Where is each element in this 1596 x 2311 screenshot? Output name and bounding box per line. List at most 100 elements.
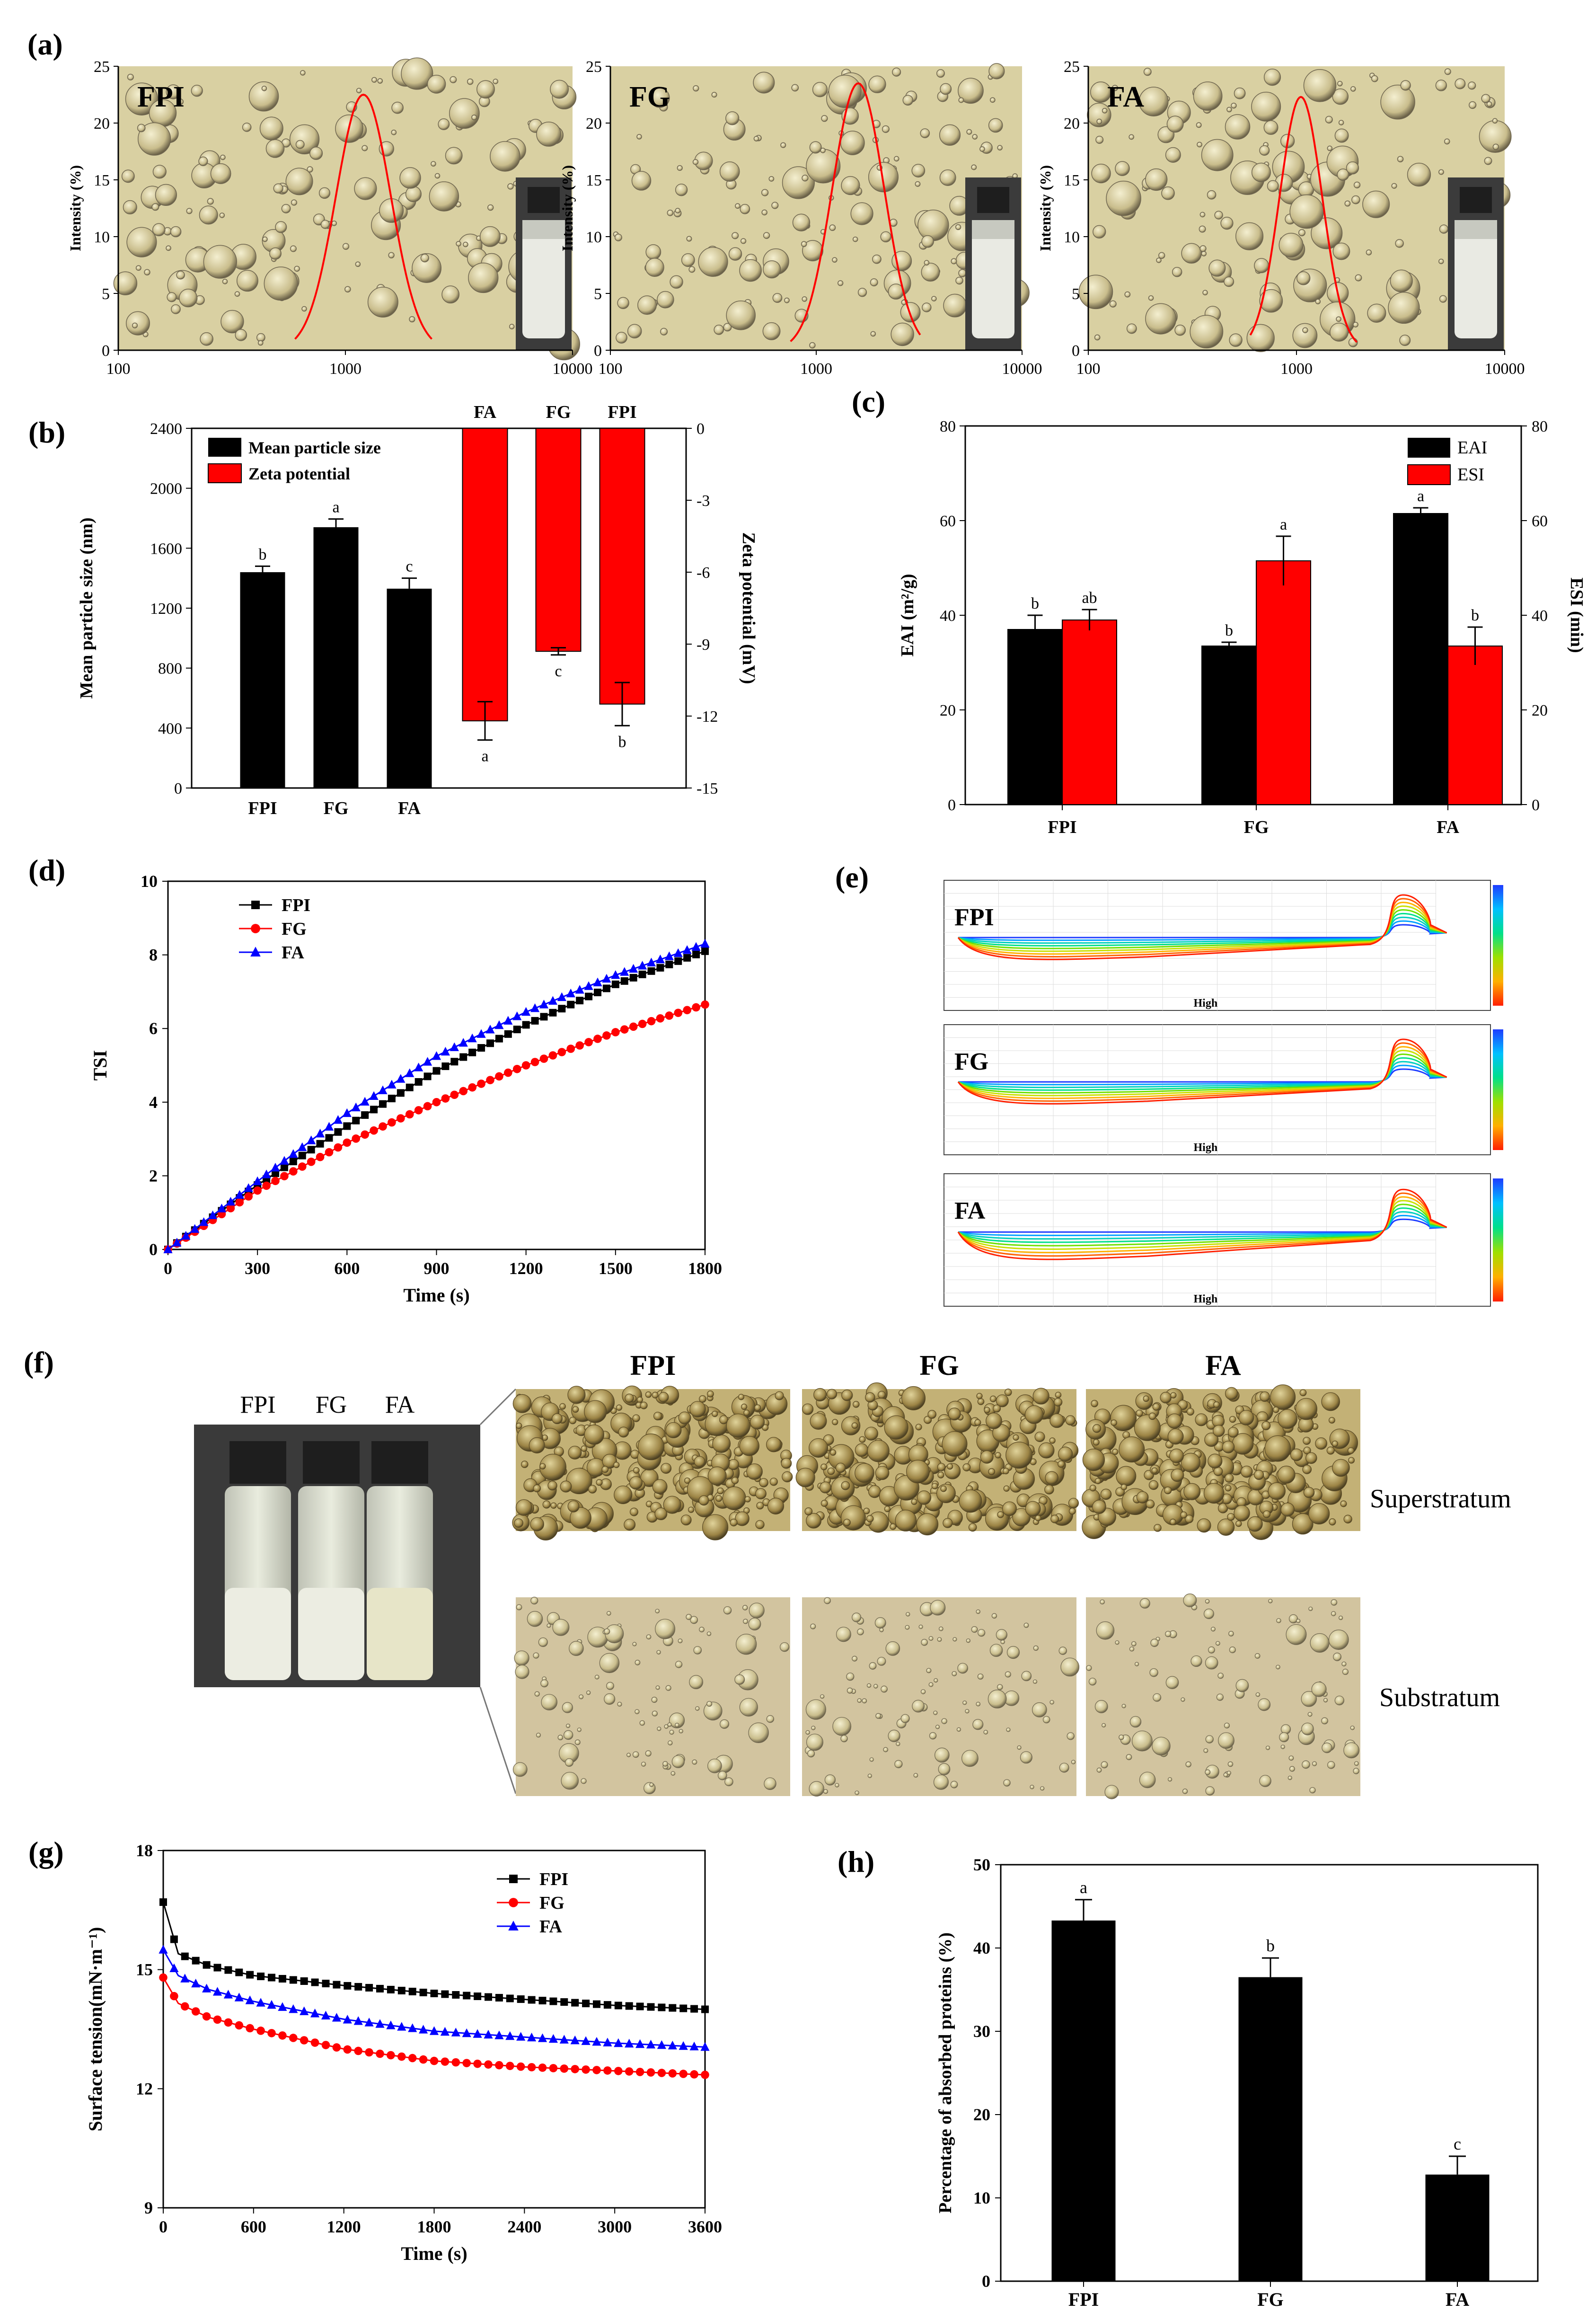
emulsion-droplet (577, 1727, 582, 1732)
emulsion-droplet (866, 1683, 872, 1688)
emulsion-droplet (1190, 315, 1224, 349)
emulsion-droplet (1106, 180, 1141, 216)
emulsion-droplet (853, 1401, 860, 1408)
emulsion-droplet (1068, 1497, 1079, 1509)
emulsion-droplet (852, 1656, 858, 1662)
emulsion-droplet (1172, 266, 1182, 277)
emulsion-droplet (1251, 91, 1281, 122)
data-point-fg (441, 1094, 450, 1103)
emulsion-droplet (1334, 128, 1349, 143)
data-point-fa (512, 1011, 522, 1020)
emulsion-droplet (968, 1523, 977, 1532)
data-point-fa (538, 2033, 547, 2042)
data-point-fpi (192, 1957, 200, 1965)
emulsion-droplet (645, 257, 664, 277)
emulsion-droplet (728, 247, 742, 261)
emulsion-droplet (166, 84, 181, 99)
significance-letter: b (1225, 622, 1233, 639)
emulsion-droplet (529, 1437, 545, 1453)
emulsion-droplet (650, 88, 670, 108)
emulsion-droplet (686, 1614, 692, 1620)
emulsion-droplet (1400, 80, 1411, 91)
emulsion-droplet (137, 124, 146, 133)
emulsion-droplet (203, 245, 237, 279)
emulsion-droplet (939, 124, 961, 146)
data-point-fg (244, 1192, 253, 1201)
emulsion-droplet (633, 1467, 640, 1474)
data-point-fg (692, 1003, 700, 1012)
significance-letter: b (1031, 595, 1039, 612)
significance-letter: a (1417, 487, 1424, 505)
emulsion-droplet (220, 310, 244, 334)
emulsion-droplet (1225, 1387, 1238, 1400)
data-point-fg (566, 1045, 575, 1053)
emulsion-droplet (841, 1390, 853, 1401)
emulsion-droplet (616, 332, 627, 344)
emulsion-droplet (1205, 1786, 1215, 1796)
data-point-fa (191, 1978, 201, 1988)
data-point-fa (419, 2025, 428, 2034)
emulsion-droplet (126, 227, 157, 257)
bottle-cream-layer (225, 1588, 291, 1680)
emulsion-droplet (1186, 1408, 1194, 1416)
emulsion-droplet (997, 145, 1003, 151)
emulsion-droplet (653, 1411, 662, 1421)
emulsion-droplet (1218, 1732, 1234, 1749)
significance-letter: b (259, 546, 267, 563)
emulsion-droplet (921, 263, 940, 282)
data-point-fa (570, 2035, 580, 2045)
emulsion-droplet (126, 311, 150, 336)
emulsion-droplet (651, 1697, 658, 1703)
emulsion-droplet (957, 1663, 968, 1674)
emulsion-droplet (1044, 1485, 1054, 1495)
data-point-fa (682, 945, 692, 954)
emulsion-droplet (781, 1458, 792, 1469)
emulsion-droplet (171, 304, 181, 314)
emulsion-droplet (1343, 1514, 1352, 1523)
data-point-fpi (567, 1001, 575, 1009)
emulsion-droplet (1338, 120, 1344, 125)
emulsion-droplet (631, 171, 652, 191)
emulsion-droplet (515, 1499, 532, 1516)
emulsion-droplet (1160, 1391, 1172, 1404)
data-point-fa (503, 1016, 513, 1025)
emulsion-droplet (1161, 186, 1175, 200)
emulsion-droplet (1033, 1645, 1039, 1651)
emulsion-droplet (714, 324, 724, 335)
data-point-fpi (419, 1988, 427, 1996)
emulsion-droplet (1126, 1754, 1132, 1761)
emulsion-droplet (320, 220, 330, 229)
y-tick-label: 15 (94, 172, 110, 189)
emulsion-droplet (1228, 1631, 1234, 1637)
emulsion-droplet (1023, 1622, 1029, 1628)
data-point-fpi (486, 1039, 494, 1047)
emulsion-droplet (915, 181, 921, 187)
emulsion-droplet (176, 270, 185, 280)
emulsion-droplet (805, 1699, 826, 1720)
emulsion-droplet (955, 276, 963, 285)
x-axis-label: High (1194, 1142, 1218, 1154)
emulsion-droplet (493, 79, 499, 84)
emulsion-droplet (669, 1712, 685, 1728)
emulsion-droplet (802, 1403, 814, 1415)
emulsion-droplet (1259, 145, 1270, 156)
data-point-fa (324, 1122, 334, 1131)
data-point-fpi (430, 1990, 438, 1997)
data-point-fg (300, 2036, 309, 2045)
emulsion-droplet (1347, 1447, 1355, 1454)
data-point-fpi (477, 1044, 485, 1052)
emulsion-droplet (1439, 295, 1447, 303)
data-point-fg (235, 2021, 244, 2030)
micrograph-substratum-fa (1086, 1594, 1360, 1799)
emulsion-droplet (1116, 1466, 1137, 1487)
emulsion-droplet (995, 1452, 1001, 1459)
emulsion-droplet (1104, 1785, 1119, 1799)
emulsion-droplet (1093, 225, 1106, 239)
emulsion-droplet (1235, 1520, 1242, 1527)
emulsion-droplet (1262, 1510, 1271, 1518)
data-point-fa (405, 1068, 414, 1077)
emulsion-droplet (1092, 1500, 1106, 1514)
data-point-fg (430, 2056, 439, 2065)
emulsion-droplet (812, 82, 828, 97)
data-point-fg (506, 2062, 514, 2070)
